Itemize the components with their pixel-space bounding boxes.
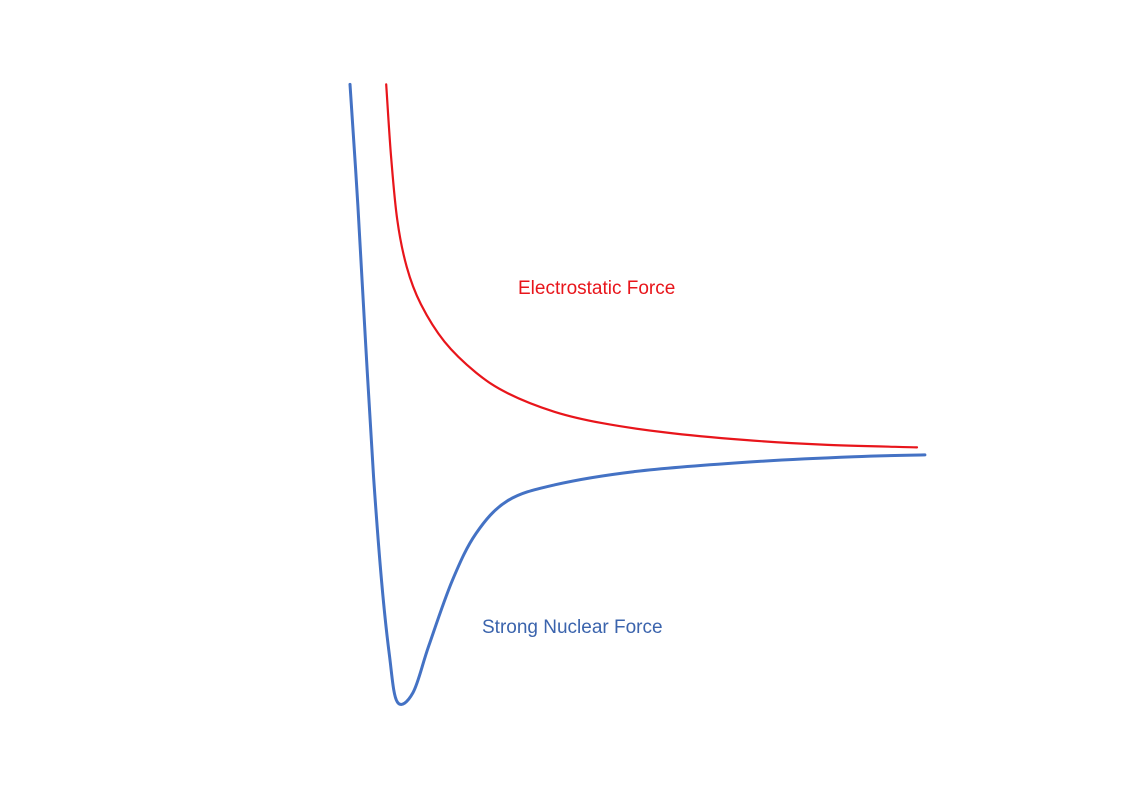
electrostatic-force-line <box>385 83 919 449</box>
electrostatic-force-label: Electrostatic Force <box>518 278 675 299</box>
strong-nuclear-force-line <box>348 82 927 706</box>
strong-nuclear-force-label: Strong Nuclear Force <box>482 617 663 638</box>
